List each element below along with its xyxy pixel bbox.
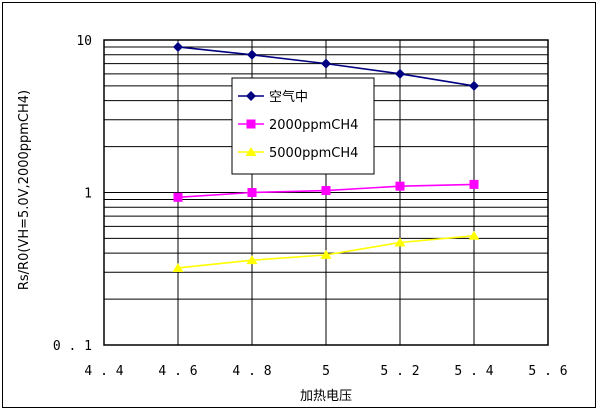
series-2 (173, 179, 479, 202)
legend-label: 2000ppmCH4 (269, 118, 358, 133)
x-tick-label: 5 . 2 (380, 364, 419, 379)
data-point (245, 147, 257, 156)
x-tick-label: 4 . 6 (158, 364, 197, 379)
legend-item: 2000ppmCH4 (238, 118, 358, 133)
y-tick-label: 1 (84, 187, 92, 202)
x-tick-label: 5 . 6 (528, 364, 567, 379)
data-point (173, 192, 183, 202)
y-axis-label: Rs/R0(VH=5.0V,2000ppmCH4) (17, 90, 32, 290)
data-point (394, 237, 406, 247)
data-point (172, 262, 184, 272)
legend: 空气中 2000ppmCH4 5000ppmCH4 (231, 77, 375, 175)
x-tick-label: 4 . 4 (84, 364, 123, 379)
series-3 (172, 230, 480, 272)
data-point (173, 41, 183, 52)
legend-label: 空气中 (269, 89, 308, 105)
data-point (395, 68, 405, 79)
data-point (468, 230, 480, 240)
data-point (469, 179, 479, 189)
legend-label: 5000ppmCH4 (269, 146, 358, 161)
series-layer (172, 41, 480, 272)
data-point (246, 91, 256, 101)
tick-labels: 4 . 4 4 . 6 4 . 8 5 5 . 2 5 . 4 5 . 6 0 . 1 1 10 (53, 34, 568, 379)
data-point (321, 58, 331, 69)
x-axis-label: 加热电压 (300, 389, 352, 404)
data-point (246, 119, 256, 129)
data-point (395, 181, 405, 191)
plot-border (103, 39, 549, 346)
data-point (321, 186, 331, 196)
y-tick-label: 10 (76, 34, 92, 49)
data-point (246, 255, 258, 265)
x-tick-label: 5 . 4 (454, 364, 493, 379)
legend-item: 5000ppmCH4 (238, 146, 358, 161)
legend-item: 空气中 (238, 89, 308, 105)
data-point (469, 80, 479, 91)
x-tick-label: 5 (322, 364, 330, 379)
y-tick-label: 0 . 1 (53, 339, 92, 354)
data-point (320, 249, 332, 259)
series-1 (173, 41, 479, 91)
data-point (247, 49, 257, 60)
legend-box (231, 77, 375, 175)
plot-area (103, 39, 549, 346)
x-tick-label: 4 . 8 (232, 364, 271, 379)
data-point (247, 188, 257, 197)
